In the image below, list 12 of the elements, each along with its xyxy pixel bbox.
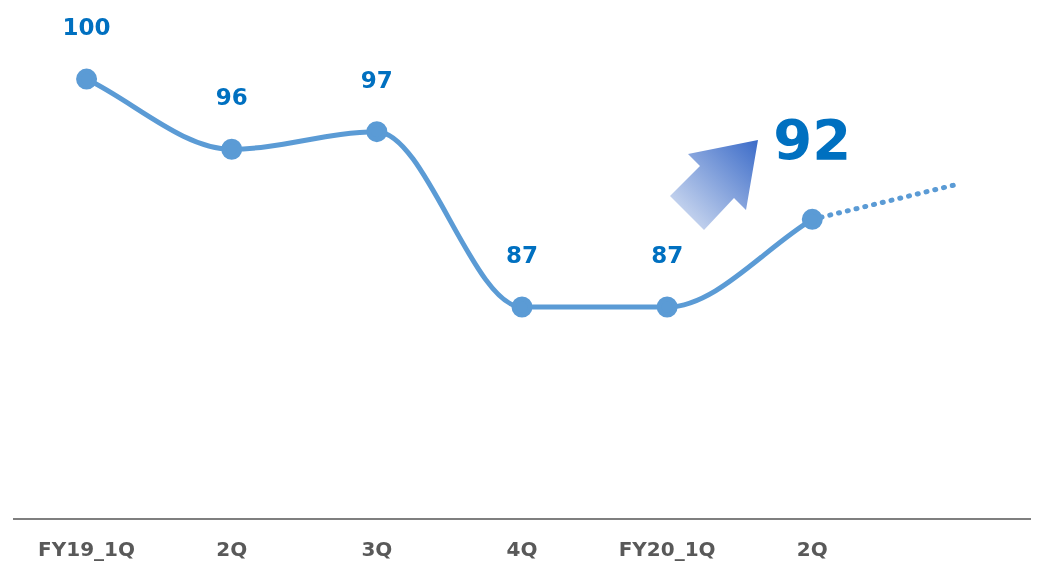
x-tick-label: 3Q (361, 537, 393, 562)
x-tick-label: FY20_1Q (618, 537, 716, 562)
data-label: 92 (773, 106, 852, 172)
x-tick-label: 4Q (506, 537, 538, 562)
x-tick-label: 2Q (216, 537, 248, 562)
x-tick-label: 2Q (796, 537, 828, 562)
data-label: 97 (360, 66, 393, 93)
data-label: 100 (62, 14, 111, 41)
data-label: 87 (505, 242, 539, 268)
data-label: 87 (651, 242, 684, 268)
x-tick-label: FY19_1Q (38, 537, 136, 562)
data-label: 96 (215, 84, 248, 111)
